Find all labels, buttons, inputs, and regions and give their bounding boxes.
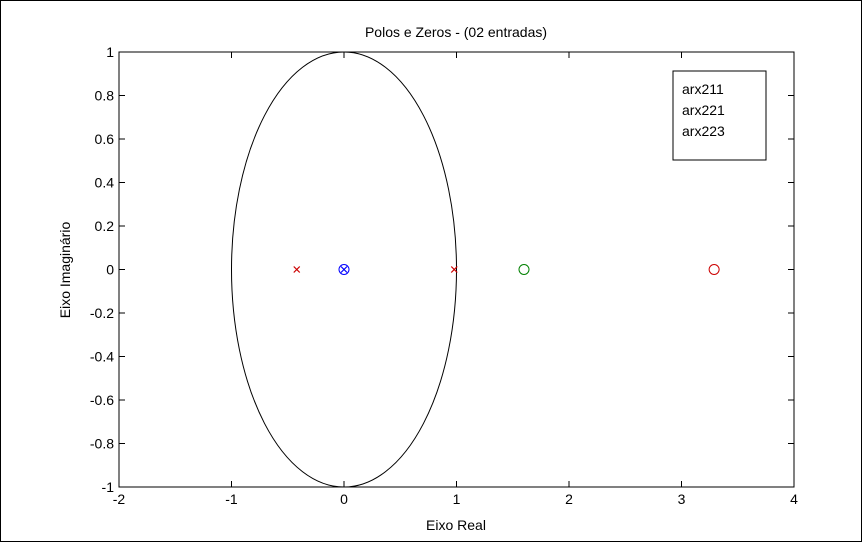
y-tick-label: 0.8 bbox=[95, 88, 115, 104]
x-tick-label: 2 bbox=[565, 491, 573, 507]
y-tick-label: -0.4 bbox=[90, 349, 114, 365]
y-tick-label: 0.6 bbox=[95, 131, 115, 147]
x-tick-label: 1 bbox=[453, 491, 461, 507]
pole-marker bbox=[340, 266, 348, 273]
chart-title: Polos e Zeros - (02 entradas) bbox=[365, 24, 547, 40]
pole-marker bbox=[450, 266, 458, 273]
pole-marker bbox=[293, 266, 301, 273]
y-axis-label: Eixo Imaginário bbox=[57, 222, 73, 319]
y-tick-label: -0.8 bbox=[90, 436, 114, 452]
legend-entry: arx223 bbox=[682, 123, 725, 139]
y-tick-label: 0.4 bbox=[95, 175, 115, 191]
unit-circle bbox=[231, 51, 457, 488]
y-tick-label: 1 bbox=[106, 44, 114, 60]
x-tick-label: -1 bbox=[225, 491, 238, 507]
y-tick-label: -0.6 bbox=[90, 392, 114, 408]
x-tick-label: 0 bbox=[340, 491, 348, 507]
y-tick-label: 0 bbox=[106, 262, 114, 278]
plot-area: -2 -1 0 1 2 3 4-1-0.8-0.6-0.4-0.200.20.40.60.8… bbox=[90, 44, 798, 507]
legend-box bbox=[672, 70, 767, 161]
y-tick-label: -0.2 bbox=[90, 305, 114, 321]
zero-marker bbox=[338, 264, 350, 275]
y-tick-label: 0.2 bbox=[95, 218, 115, 234]
y-tick-label: -1 bbox=[102, 479, 115, 495]
legend-entry: arx211 bbox=[682, 81, 724, 97]
x-tick-label: -2 bbox=[113, 491, 126, 507]
x-axis-label: Eixo Real bbox=[426, 517, 486, 533]
zero-marker bbox=[708, 264, 720, 275]
legend-entry: arx221 bbox=[682, 102, 725, 118]
zero-marker bbox=[518, 264, 530, 275]
x-tick-label: 3 bbox=[678, 491, 686, 507]
x-tick-label: 4 bbox=[790, 491, 798, 507]
